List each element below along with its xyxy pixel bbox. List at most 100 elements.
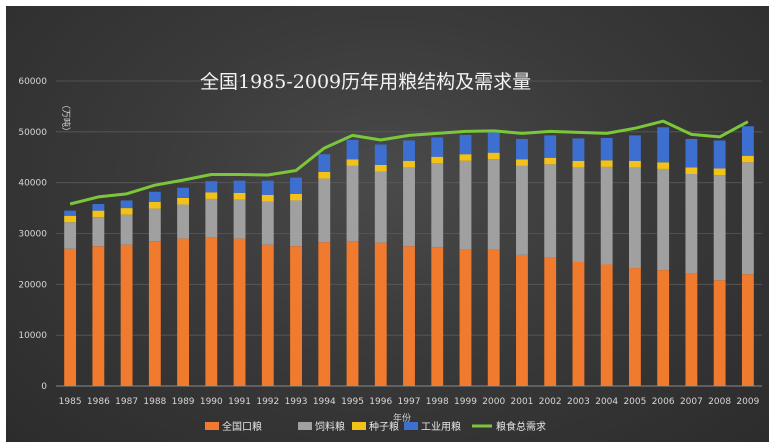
bar-segment — [64, 222, 77, 249]
bar-segment — [600, 160, 613, 167]
x-tick-label: 2003 — [567, 397, 590, 407]
bar-segment — [290, 193, 302, 201]
bar-segment — [290, 200, 302, 247]
bar-segment — [657, 168, 670, 271]
x-axis-label: 年份 — [393, 412, 411, 424]
bar-segment — [290, 246, 302, 386]
total-demand-line — [69, 119, 749, 206]
y-tick-label: 10000 — [18, 331, 47, 341]
bar-segment — [177, 204, 190, 239]
bar-segment — [318, 171, 331, 179]
bar-segment — [374, 171, 387, 243]
y-axis-label: （万吨） — [60, 100, 72, 136]
bar-segment — [177, 238, 190, 386]
bar-segment — [628, 167, 641, 269]
bar-segment — [713, 280, 726, 386]
bar-segment — [628, 135, 641, 161]
x-tick-label: 2008 — [708, 397, 731, 407]
bar-segment — [177, 187, 190, 198]
bar-segment — [92, 204, 105, 211]
bar-segment — [318, 242, 331, 386]
bar-segment — [628, 268, 641, 386]
bar-segment — [120, 200, 133, 209]
bar-segment — [431, 163, 444, 248]
bar-segment — [713, 168, 726, 176]
bar-segment — [261, 194, 274, 202]
bar-segment — [403, 160, 415, 168]
bar-segment — [459, 249, 472, 386]
bar-segment — [233, 180, 246, 193]
x-tick-label: 1993 — [285, 397, 308, 407]
x-tick-label: 1986 — [87, 397, 110, 407]
bar-segment — [403, 140, 415, 161]
bar-segment — [177, 197, 190, 205]
bar-segment — [600, 166, 613, 265]
bar-segment — [64, 215, 77, 223]
bar-segment — [346, 165, 359, 242]
bar-segment — [544, 135, 557, 158]
bar-segment — [233, 238, 246, 386]
bar-segment — [92, 210, 105, 218]
bar-segment — [741, 162, 754, 275]
bar-segment — [205, 237, 218, 386]
x-tick-label: 1994 — [313, 397, 336, 407]
bar-segment — [459, 134, 472, 155]
x-tick-label: 2000 — [482, 397, 505, 407]
bar-segment — [205, 181, 218, 193]
bar-segment — [544, 257, 557, 386]
bar-segment — [205, 192, 218, 199]
bar-segment — [572, 261, 585, 386]
bar-segment — [148, 208, 161, 242]
bar-segment — [233, 199, 246, 239]
y-tick-label: 50000 — [18, 128, 47, 138]
bar-segment — [261, 180, 274, 195]
y-tick-label: 40000 — [18, 179, 47, 189]
legend-swatch — [352, 422, 366, 430]
bar-segment — [657, 162, 670, 169]
bar-segment — [516, 254, 528, 386]
bar-segment — [148, 201, 161, 209]
legend: 全国口粮 饲料粮 种子粮 工业用粮 粮食总需求 — [205, 420, 546, 433]
bar-segment — [741, 274, 754, 386]
bar-segment — [459, 160, 472, 250]
bar-segment — [487, 249, 500, 386]
x-tick-label: 1999 — [454, 397, 477, 407]
bar-segment — [374, 144, 387, 165]
bar-segment — [431, 247, 444, 386]
bar-segment — [685, 138, 698, 168]
x-tick-label: 1996 — [369, 397, 392, 407]
bar-segment — [487, 152, 500, 160]
bar-segment — [685, 167, 698, 175]
legend-label: 全国口粮 — [222, 420, 262, 433]
legend-label: 种子粮 — [369, 420, 399, 433]
x-axis-ticks: 1985 1986 1987 1988 1989 1990 1991 1992 1993 1994… — [59, 397, 760, 407]
bar-segment — [120, 208, 133, 215]
bar-segment — [290, 177, 302, 194]
bar-segment — [233, 192, 246, 200]
y-tick-label: 20000 — [18, 280, 47, 290]
bar-segment — [572, 160, 585, 168]
x-tick-label: 1988 — [143, 397, 166, 407]
bar-segment — [572, 167, 585, 262]
bar-segment — [741, 155, 754, 163]
x-tick-label: 2004 — [595, 397, 618, 407]
bar-segment — [600, 264, 613, 386]
bar-segment — [657, 270, 670, 386]
x-tick-label: 1985 — [59, 397, 82, 407]
x-tick-label: 1991 — [228, 397, 251, 407]
bar-segment — [516, 138, 528, 160]
y-tick-label: 60000 — [18, 77, 47, 87]
bar-segment — [346, 241, 359, 386]
bar-segment — [431, 137, 444, 157]
bar-segment — [374, 242, 387, 386]
bar-segment — [120, 214, 133, 245]
bar-segment — [148, 191, 161, 202]
x-tick-label: 1987 — [115, 397, 138, 407]
bar-segment — [741, 126, 754, 156]
x-tick-label: 2006 — [652, 397, 675, 407]
bar-segment — [459, 154, 472, 161]
x-tick-label: 1990 — [200, 397, 223, 407]
legend-swatch — [298, 422, 312, 430]
bar-segment — [318, 178, 331, 243]
